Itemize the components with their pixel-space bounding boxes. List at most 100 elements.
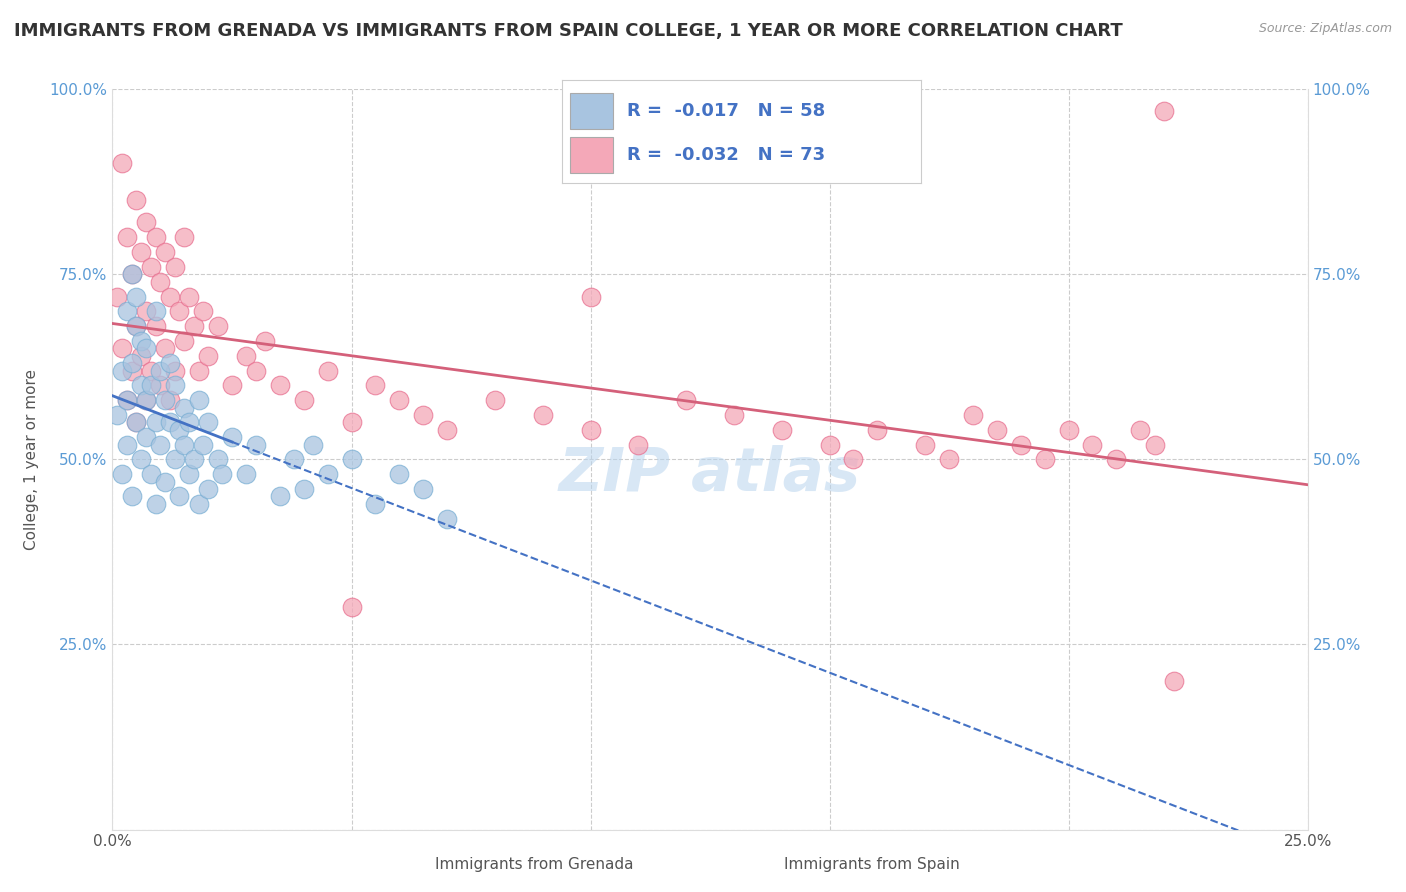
Point — [412, 482, 434, 496]
Point — [169, 304, 191, 318]
Point — [197, 349, 219, 363]
Point — [153, 475, 176, 489]
Point — [129, 378, 152, 392]
Point — [125, 289, 148, 303]
Point — [115, 437, 138, 451]
Point — [111, 156, 134, 170]
Point — [145, 304, 167, 318]
Point — [193, 304, 215, 318]
Point — [121, 363, 143, 377]
Text: ZIP atlas: ZIP atlas — [560, 445, 860, 504]
Text: R =  -0.032   N = 73: R = -0.032 N = 73 — [627, 145, 825, 163]
Point — [1010, 437, 1032, 451]
Point — [149, 275, 172, 289]
Point — [269, 378, 291, 392]
Point — [193, 437, 215, 451]
Text: IMMIGRANTS FROM GRENADA VS IMMIGRANTS FROM SPAIN COLLEGE, 1 YEAR OR MORE CORRELA: IMMIGRANTS FROM GRENADA VS IMMIGRANTS FR… — [14, 22, 1123, 40]
Point — [139, 260, 162, 274]
Text: Source: ZipAtlas.com: Source: ZipAtlas.com — [1258, 22, 1392, 36]
Point — [135, 341, 157, 355]
Point — [340, 452, 363, 467]
Point — [1105, 452, 1128, 467]
Point — [1057, 423, 1080, 437]
Point — [269, 489, 291, 503]
Point — [770, 423, 793, 437]
Point — [187, 497, 209, 511]
Point — [818, 437, 841, 451]
Point — [211, 467, 233, 482]
Point — [221, 430, 243, 444]
Point — [105, 289, 128, 303]
Point — [135, 215, 157, 229]
Point — [235, 349, 257, 363]
Point — [675, 393, 697, 408]
Point — [388, 393, 411, 408]
Point — [163, 452, 186, 467]
Point — [177, 467, 200, 482]
Point — [207, 452, 229, 467]
Point — [316, 467, 339, 482]
Point — [135, 393, 157, 408]
Point — [153, 393, 176, 408]
Point — [139, 467, 162, 482]
Point — [129, 334, 152, 348]
Point — [723, 408, 745, 422]
Point — [292, 482, 315, 496]
Y-axis label: College, 1 year or more: College, 1 year or more — [24, 369, 38, 549]
Point — [163, 378, 186, 392]
Point — [183, 452, 205, 467]
Text: R =  -0.017   N = 58: R = -0.017 N = 58 — [627, 102, 825, 120]
Point — [207, 319, 229, 334]
Point — [115, 230, 138, 244]
Point — [135, 393, 157, 408]
Point — [245, 437, 267, 451]
Point — [254, 334, 277, 348]
Point — [169, 489, 191, 503]
Point — [125, 194, 148, 208]
Point — [105, 408, 128, 422]
Point — [111, 341, 134, 355]
Point — [627, 437, 650, 451]
Point — [183, 319, 205, 334]
Point — [153, 341, 176, 355]
Point — [938, 452, 960, 467]
Point — [173, 334, 195, 348]
Point — [111, 363, 134, 377]
Point — [135, 304, 157, 318]
Point — [115, 304, 138, 318]
Point — [169, 423, 191, 437]
Point — [149, 363, 172, 377]
Point — [121, 268, 143, 282]
Point — [316, 363, 339, 377]
Point — [1153, 104, 1175, 119]
Point — [177, 415, 200, 429]
Point — [197, 415, 219, 429]
Point — [173, 437, 195, 451]
Point — [145, 497, 167, 511]
Point — [121, 268, 143, 282]
Point — [129, 349, 152, 363]
Point — [121, 489, 143, 503]
Point — [436, 511, 458, 525]
Point — [1143, 437, 1166, 451]
Text: Immigrants from Spain: Immigrants from Spain — [785, 857, 960, 872]
Point — [221, 378, 243, 392]
Point — [125, 319, 148, 334]
Point — [115, 393, 138, 408]
Point — [129, 245, 152, 260]
Point — [1129, 423, 1152, 437]
Point — [121, 356, 143, 370]
Point — [177, 289, 200, 303]
Point — [159, 289, 181, 303]
Point — [125, 415, 148, 429]
Point — [245, 363, 267, 377]
FancyBboxPatch shape — [569, 136, 613, 173]
Text: Immigrants from Grenada: Immigrants from Grenada — [434, 857, 634, 872]
Point — [145, 415, 167, 429]
Point — [115, 393, 138, 408]
Point — [187, 393, 209, 408]
Point — [153, 245, 176, 260]
Point — [163, 363, 186, 377]
Point — [842, 452, 865, 467]
Point — [135, 430, 157, 444]
